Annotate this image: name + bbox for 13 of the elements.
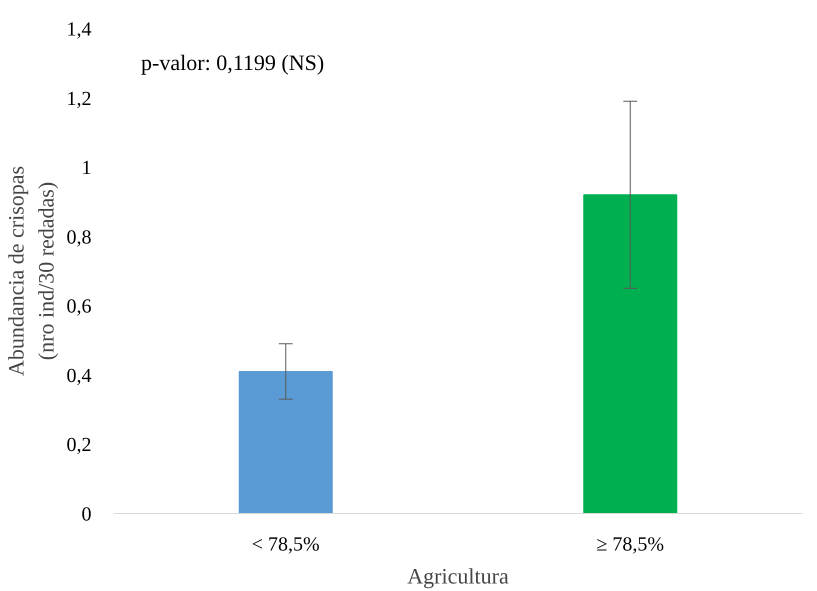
- y-tick-label: 1,4: [66, 18, 92, 40]
- y-tick-label: 0: [82, 504, 92, 526]
- x-axis-title: Agricultura: [407, 564, 509, 588]
- y-axis-title: Abundancia de crisopas (nro ind/30 redadas): [4, 166, 58, 376]
- x-tick-label: ≥ 78,5%: [596, 534, 664, 556]
- annotation: p-valor: 0,1199 (NS): [141, 50, 324, 75]
- y-tick-label: 0,6: [66, 296, 92, 318]
- x-tick-label: < 78,5%: [252, 534, 320, 556]
- y-tick-label: 0,4: [66, 364, 92, 387]
- y-tick-label: 0,2: [66, 434, 92, 456]
- y-tick-label: 0,8: [66, 226, 92, 248]
- y-tick-label: 1: [82, 157, 92, 180]
- y-tick-label: 1,2: [66, 88, 92, 110]
